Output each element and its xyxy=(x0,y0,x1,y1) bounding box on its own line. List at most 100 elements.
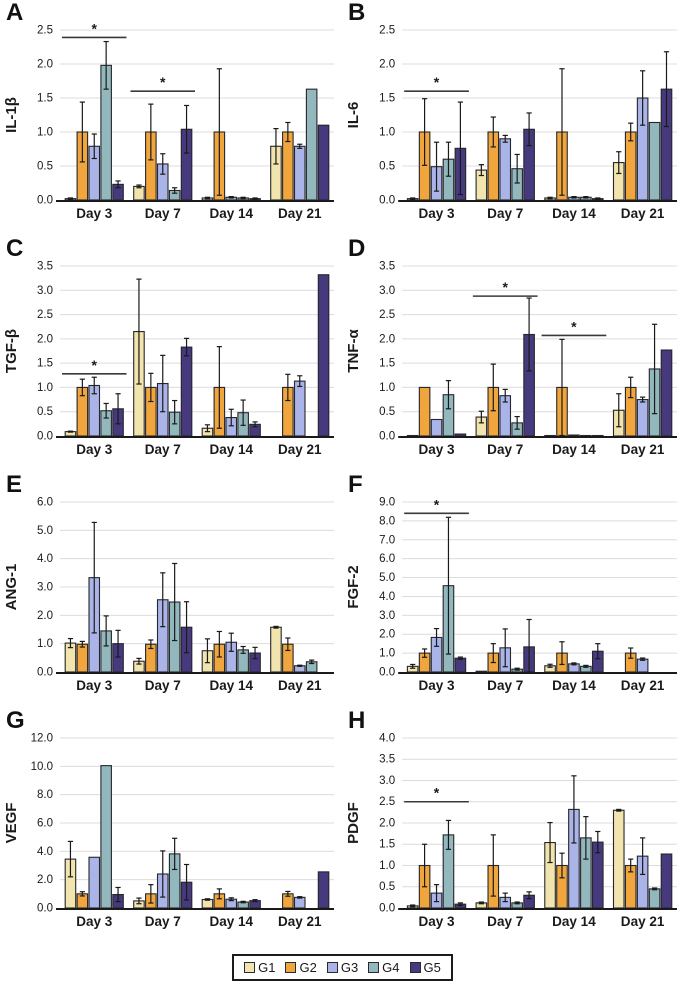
chart-tgfb: 0.0 0.5 1.0 1.5 2.0 2.5 3.0 3.5 * Day 3 Day 7 Day 1… xyxy=(3,261,334,457)
y-tick-label: 1.5 xyxy=(379,93,395,105)
legend-label: G4 xyxy=(382,960,400,975)
x-label: Day 7 xyxy=(487,678,523,693)
y-tick-label: 5.0 xyxy=(379,572,395,584)
x-label: Day 21 xyxy=(278,442,322,457)
legend-swatch-g3 xyxy=(326,962,338,973)
x-label: Day 3 xyxy=(418,914,455,929)
sig-star: * xyxy=(502,279,508,295)
legend-label: G2 xyxy=(299,960,317,975)
legend-item-g3: G3 xyxy=(326,960,359,975)
x-label: Day 7 xyxy=(487,914,523,929)
panel-b: B 0.0 0.5 1.0 1.5 2.0 2.5 * Day 3 Day 7 Day 14 Day… xyxy=(342,0,685,236)
panel-letter-f: F xyxy=(348,471,363,498)
bar-g4-day21 xyxy=(648,121,661,201)
x-label: Day 3 xyxy=(418,206,455,221)
panel-f: F 0.0 1.0 2.0 3.0 4.0 5.0 6.0 7.0 8.0 9.0 * Day 3 Da… xyxy=(342,472,685,708)
y-tick-label: 3.0 xyxy=(379,775,395,787)
legend-label: G3 xyxy=(340,960,359,975)
panel-letter-a: A xyxy=(6,0,24,26)
y-tick-label: 4.0 xyxy=(379,733,395,745)
y-tick-label: 4.0 xyxy=(37,553,53,565)
legend-item-g2: G2 xyxy=(285,960,317,975)
bar-g5-day21 xyxy=(317,274,330,437)
x-label: Day 7 xyxy=(145,442,181,457)
x-label: Day 14 xyxy=(552,442,596,457)
y-tick-label: 0.0 xyxy=(37,667,53,679)
y-tick-label: 2.5 xyxy=(37,25,53,37)
y-tick-label: 1.5 xyxy=(37,358,53,370)
y-tick-label: 5.0 xyxy=(37,525,53,537)
bar-g3-day21 xyxy=(293,380,306,437)
y-tick-label: 1.0 xyxy=(379,127,395,139)
x-label: Day 21 xyxy=(621,678,665,693)
bar-g4-day21 xyxy=(305,88,318,201)
chart-fgf2: 0.0 1.0 2.0 3.0 4.0 5.0 6.0 7.0 8.0 9.0 * Day 3 Day … xyxy=(345,496,677,693)
y-tick-label: 6.0 xyxy=(379,553,395,565)
bar-g5-day3 xyxy=(454,433,467,437)
legend-swatch-g1 xyxy=(244,962,256,973)
y-tick-label: 0.0 xyxy=(37,903,53,915)
y-tick-label: 2.0 xyxy=(379,629,395,641)
y-tick-label: 9.0 xyxy=(379,497,395,509)
y-tick-label: 4.0 xyxy=(379,591,395,603)
y-tick-label: 1.0 xyxy=(379,860,395,872)
chart-pdgf: 0.0 0.5 1.0 1.5 2.0 2.5 3.0 3.5 4.0 * Day 3 Day 7 Da… xyxy=(345,733,677,929)
x-label: Day 7 xyxy=(487,442,523,457)
legend-swatch-g2 xyxy=(285,962,297,973)
x-label: Day 7 xyxy=(487,206,523,221)
y-tick-label: 3.5 xyxy=(379,261,395,273)
sig-star: * xyxy=(92,20,98,36)
chart-il6: 0.0 0.5 1.0 1.5 2.0 2.5 * Day 3 Day 7 Day 14 Day 2… xyxy=(345,25,677,221)
x-label: Day 3 xyxy=(418,678,455,693)
chart-ang1: 0.0 1.0 2.0 3.0 4.0 5.0 6.0 Day 3 Day 7 Day 14 Day… xyxy=(3,497,334,693)
bar-g5-day21 xyxy=(317,871,330,909)
y-tick-label: 2.0 xyxy=(37,59,53,71)
y-tick-label: 2.5 xyxy=(37,309,53,321)
legend-item-g5: G5 xyxy=(409,960,441,975)
y-tick-label: 3.5 xyxy=(379,754,395,766)
y-tick-label: 2.5 xyxy=(379,309,395,321)
bar-g1-day7 xyxy=(133,185,145,201)
y-tick-label: 2.0 xyxy=(379,59,395,71)
bar-g3-day21 xyxy=(293,896,306,909)
y-tick-label: 1.5 xyxy=(37,93,53,105)
panel-h: H 0.0 0.5 1.0 1.5 2.0 2.5 3.0 3.5 4.0 * Day 3 Day 7… xyxy=(342,708,685,944)
x-label: Day 21 xyxy=(278,206,322,221)
chart-tnfa: 0.0 0.5 1.0 1.5 2.0 2.5 3.0 3.5 * * Day 3 Day 7 Day … xyxy=(345,261,677,457)
bar-g1-day21 xyxy=(612,809,625,909)
chart-il1b: 0.0 0.5 1.0 1.5 2.0 2.5 * * Day 3 Day 7 Day 14 Day … xyxy=(3,20,334,221)
legend-swatch-g4 xyxy=(368,962,380,973)
x-label: Day 3 xyxy=(418,442,455,457)
x-label: Day 3 xyxy=(76,914,113,929)
y-axis-label: ANG-1 xyxy=(3,564,20,611)
x-label: Day 3 xyxy=(76,678,113,693)
sig-star: * xyxy=(434,785,440,801)
x-label: Day 7 xyxy=(145,206,181,221)
y-tick-label: 0.0 xyxy=(379,195,395,207)
y-tick-label: 2.5 xyxy=(379,25,395,37)
x-label: Day 14 xyxy=(552,914,596,929)
y-tick-label: 0.5 xyxy=(37,406,53,418)
y-axis-label: IL-1β xyxy=(3,97,20,133)
y-tick-label: 6.0 xyxy=(37,818,53,830)
legend-row: G1 G2 G3 G4 G5 xyxy=(0,944,685,991)
y-tick-label: 12.0 xyxy=(31,733,53,745)
y-tick-label: 3.0 xyxy=(37,582,53,594)
panel-letter-c: C xyxy=(6,235,24,262)
bar-g5-day21 xyxy=(660,853,673,909)
sig-star: * xyxy=(571,318,577,334)
bar-g2-day3 xyxy=(76,643,89,673)
y-tick-label: 7.0 xyxy=(379,534,395,546)
x-label: Day 14 xyxy=(209,206,253,221)
y-tick-label: 0.5 xyxy=(379,161,395,173)
x-label: Day 21 xyxy=(621,914,665,929)
bar-g2-day21 xyxy=(624,131,637,201)
y-tick-label: 1.0 xyxy=(37,127,53,139)
y-tick-label: 0.5 xyxy=(379,881,395,893)
x-label: Day 21 xyxy=(278,914,322,929)
panel-letter-h: H xyxy=(348,707,366,734)
y-tick-label: 8.0 xyxy=(379,515,395,527)
bar-g2-day21 xyxy=(282,131,294,201)
y-tick-label: 0.0 xyxy=(37,195,53,207)
